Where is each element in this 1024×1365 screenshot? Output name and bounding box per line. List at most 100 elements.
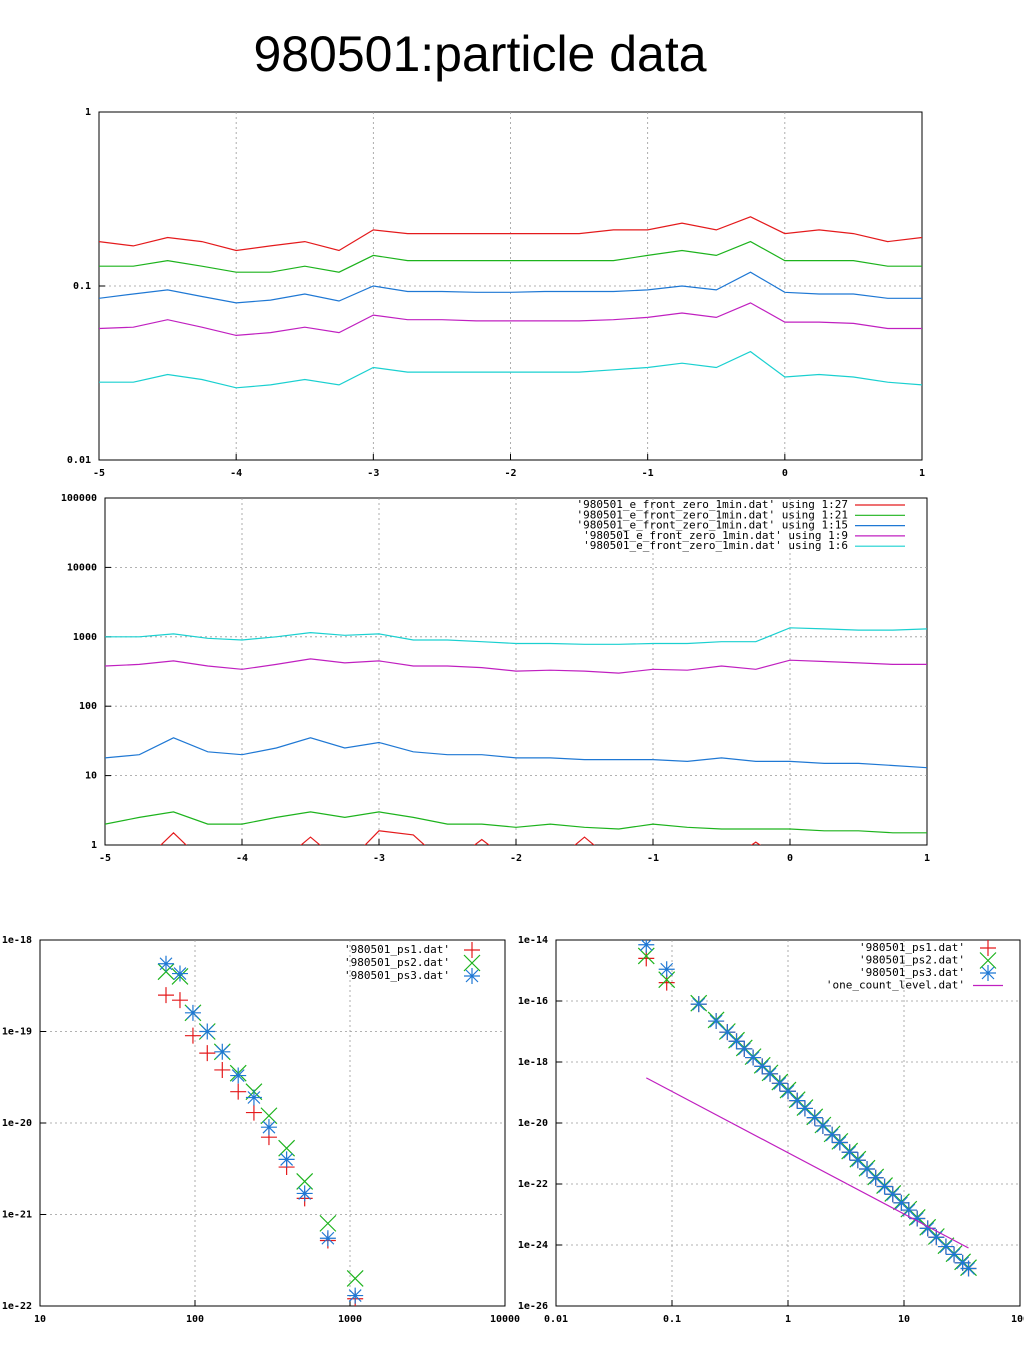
point	[184, 1027, 201, 1044]
point	[789, 1092, 806, 1109]
point	[245, 1089, 262, 1106]
point	[319, 1230, 336, 1247]
point	[771, 1075, 788, 1092]
x-tick-label: 0.1	[663, 1314, 681, 1325]
y-tick-label: 100	[79, 701, 97, 712]
point	[946, 1246, 963, 1263]
x-tick-label: 1	[785, 1314, 791, 1325]
legend-label: 'one_count_level.dat'	[826, 979, 965, 992]
x-tick-label: 10	[898, 1314, 910, 1325]
legend-swatch	[463, 954, 481, 972]
point	[919, 1220, 936, 1237]
y-tick-label: 1e-21	[2, 1210, 32, 1221]
point	[347, 1287, 364, 1304]
y-tick-label: 1e-26	[518, 1301, 548, 1312]
point	[199, 1023, 216, 1040]
point	[831, 1134, 848, 1151]
x-tick-label: -2	[504, 468, 516, 479]
point	[214, 1043, 231, 1060]
point	[296, 1185, 313, 1202]
y-tick-label: 100000	[61, 493, 97, 504]
series-line	[105, 811, 927, 834]
point	[638, 940, 655, 953]
page-title: 980501:particle data	[253, 26, 706, 82]
x-tick-label: 10000	[490, 1314, 520, 1325]
point	[245, 1104, 262, 1121]
point	[708, 1013, 725, 1030]
legend-label: '980501_ps2.dat'	[344, 956, 450, 969]
x-tick-label: 10	[34, 1314, 46, 1325]
point	[171, 965, 188, 982]
y-tick-label: 1e-16	[518, 996, 548, 1007]
series-line	[99, 302, 922, 337]
x-tick-label: -4	[230, 468, 242, 479]
x-tick-label: -2	[510, 853, 522, 864]
legend-label: '980501_e_front_zero_1min.dat' using 1:2…	[576, 498, 848, 511]
x-tick-label: 100	[186, 1314, 204, 1325]
point	[658, 961, 675, 978]
legend-label: '980501_ps2.dat'	[859, 954, 965, 967]
y-tick-label: 1e-20	[518, 1118, 548, 1129]
point	[346, 1270, 364, 1287]
x-tick-label: -3	[373, 853, 385, 864]
legend-swatch	[464, 968, 480, 984]
y-tick-label: 1	[85, 107, 91, 118]
y-tick-label: 1e-22	[2, 1301, 32, 1312]
legend-label: '980501_e_front_zero_1min.dat' using 1:2…	[576, 508, 848, 521]
x-tick-label: -1	[647, 853, 659, 864]
point	[658, 974, 675, 991]
y-tick-label: 1000	[73, 632, 97, 643]
y-tick-label: 1	[91, 840, 97, 851]
series-line	[99, 350, 922, 389]
y-tick-label: 1e-19	[2, 1027, 32, 1038]
x-tick-label: 0.01	[544, 1314, 568, 1325]
point	[867, 1169, 884, 1186]
point	[960, 1260, 977, 1277]
x-tick-label: 0	[787, 853, 793, 864]
x-tick-label: -1	[642, 468, 654, 479]
series-line	[105, 627, 927, 645]
x-tick-label: 0	[782, 468, 788, 479]
legend-label: '980501_ps3.dat'	[344, 969, 450, 982]
legend-label: '980501_ps3.dat'	[859, 966, 965, 979]
point	[199, 1045, 216, 1062]
y-tick-label: 10000	[67, 562, 97, 573]
point	[796, 1100, 813, 1117]
series-line	[99, 240, 922, 273]
y-tick-label: 1e-18	[2, 935, 32, 946]
legend-label: '980501_e_front_zero_1min.dat' using 1:1…	[576, 519, 848, 532]
x-tick-label: -4	[236, 853, 248, 864]
point	[296, 1172, 314, 1190]
point	[278, 1151, 295, 1168]
y-tick-label: 10	[85, 771, 97, 782]
legend-label: '980501_e_front_zero_1min.dat' using 1:6	[583, 539, 848, 552]
point	[184, 1004, 201, 1021]
x-tick-label: 100	[1011, 1314, 1024, 1325]
y-tick-label: 1e-14	[518, 935, 548, 946]
point	[780, 1083, 796, 1100]
point	[230, 1083, 247, 1100]
point	[928, 1229, 945, 1246]
x-tick-label: 1	[924, 853, 930, 864]
x-tick-label: -5	[93, 468, 105, 479]
series-line	[646, 1077, 969, 1249]
point	[638, 950, 655, 967]
series-line	[105, 658, 927, 674]
x-tick-label: 1000	[338, 1314, 362, 1325]
point	[909, 1210, 926, 1227]
point	[893, 1194, 910, 1211]
point	[824, 1126, 841, 1143]
x-tick-label: -5	[99, 853, 111, 864]
series-line	[99, 216, 922, 252]
point	[806, 1109, 823, 1126]
point	[814, 1117, 831, 1134]
series-line	[105, 737, 927, 769]
legend-label: '980501_e_front_zero_1min.dat' using 1:9	[583, 529, 848, 542]
point	[876, 1178, 893, 1195]
point	[841, 1144, 858, 1161]
y-tick-label: 1e-18	[518, 1057, 548, 1068]
y-tick-label: 1e-22	[518, 1179, 548, 1190]
point	[937, 1238, 954, 1255]
point	[736, 1040, 753, 1057]
